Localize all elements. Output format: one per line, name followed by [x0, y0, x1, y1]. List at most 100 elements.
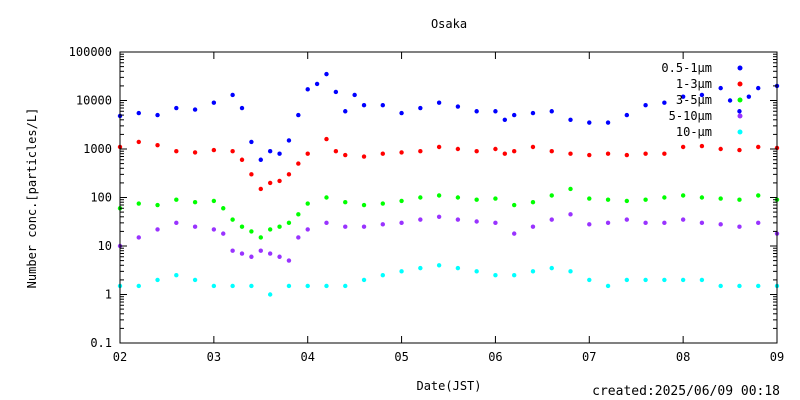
data-point — [568, 186, 573, 192]
data-point — [361, 224, 367, 229]
data-point — [549, 217, 554, 222]
data-point — [737, 109, 742, 114]
y-tick-label: 100000 — [69, 45, 112, 59]
data-point — [436, 193, 442, 198]
data-point — [399, 110, 404, 116]
data-point — [502, 117, 508, 123]
data-point — [718, 146, 723, 152]
data-point — [512, 202, 517, 208]
data-point — [512, 231, 517, 236]
data-point — [286, 283, 292, 289]
data-point — [174, 105, 179, 111]
data-point — [239, 157, 245, 162]
data-point — [502, 151, 508, 156]
series-layer — [117, 71, 780, 297]
data-point — [399, 220, 404, 226]
data-point — [568, 269, 573, 274]
data-point — [474, 269, 479, 274]
data-point — [296, 235, 301, 240]
data-point — [530, 144, 536, 150]
data-point — [587, 277, 592, 283]
data-point — [718, 222, 723, 227]
data-point — [605, 220, 611, 226]
data-point — [230, 149, 235, 154]
data-point — [662, 100, 667, 105]
data-point — [624, 152, 630, 158]
data-point — [624, 112, 630, 118]
data-point — [136, 139, 141, 145]
data-point — [568, 117, 573, 123]
data-point — [277, 151, 282, 156]
data-point — [493, 272, 498, 278]
data-point — [155, 277, 160, 283]
data-point — [258, 235, 263, 240]
data-point — [549, 149, 554, 154]
data-point — [587, 196, 592, 201]
data-point — [680, 94, 686, 99]
data-point — [399, 150, 404, 155]
data-point — [699, 277, 705, 283]
legend-marker — [737, 65, 743, 71]
data-point — [211, 198, 217, 204]
data-point — [512, 112, 517, 118]
data-point — [136, 235, 141, 240]
created-timestamp: created:2025/06/09 00:18 — [592, 384, 780, 399]
data-point — [136, 283, 141, 289]
data-point — [174, 149, 179, 154]
series-1 — [117, 136, 780, 192]
data-point — [643, 220, 648, 226]
legend-marker — [737, 81, 743, 87]
data-point — [756, 283, 761, 289]
data-point — [361, 277, 367, 283]
data-point — [305, 151, 310, 156]
data-point — [493, 109, 498, 114]
data-point — [455, 195, 461, 200]
y-tick-label: 10000 — [76, 94, 112, 108]
data-point — [399, 269, 404, 274]
data-point — [680, 144, 686, 150]
data-point — [718, 283, 723, 289]
data-point — [174, 272, 179, 278]
data-point — [230, 217, 235, 222]
data-point — [699, 143, 705, 149]
data-point — [727, 98, 733, 103]
data-point — [605, 197, 611, 202]
data-point — [174, 197, 179, 202]
data-point — [455, 217, 461, 222]
data-point — [436, 100, 442, 105]
y-axis-label: Number conc.[particles/L] — [25, 108, 39, 289]
data-point — [455, 104, 461, 109]
data-point — [267, 292, 273, 297]
data-point — [286, 138, 292, 143]
data-point — [643, 103, 648, 108]
data-point — [192, 150, 198, 155]
legend-marker — [737, 97, 743, 103]
series-2 — [117, 186, 780, 240]
data-point — [493, 220, 498, 226]
data-point — [418, 265, 423, 271]
data-point — [587, 120, 592, 125]
data-point — [605, 120, 611, 125]
data-point — [296, 161, 301, 166]
data-point — [305, 227, 310, 232]
data-point — [221, 206, 226, 211]
data-point — [136, 201, 141, 206]
data-point — [343, 224, 348, 229]
data-point — [380, 222, 385, 227]
data-point — [605, 283, 611, 289]
data-point — [568, 212, 573, 217]
y-tick-label: 1 — [105, 288, 112, 302]
data-point — [286, 172, 292, 177]
data-point — [324, 283, 329, 289]
data-point — [455, 265, 461, 271]
data-point — [718, 85, 723, 91]
data-point — [418, 195, 423, 200]
data-point — [699, 220, 705, 226]
data-point — [221, 231, 226, 236]
data-point — [249, 172, 254, 177]
data-point — [324, 136, 329, 142]
data-point — [155, 202, 160, 208]
data-point — [333, 89, 339, 95]
data-point — [418, 105, 423, 111]
data-point — [324, 195, 329, 200]
